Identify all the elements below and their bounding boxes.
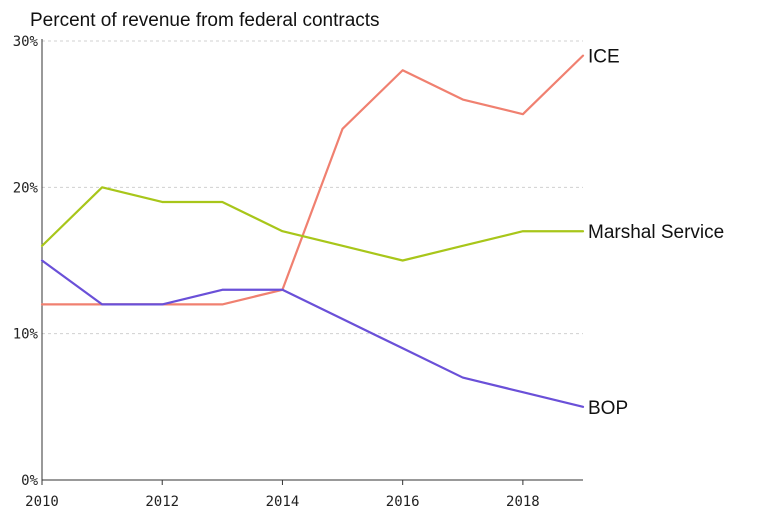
gridlines: [42, 40, 583, 335]
y-tick-label: 10%: [13, 327, 39, 343]
series-labels: ICE Marshal Service BOP: [588, 47, 724, 419]
chart-title: Percent of revenue from federal contract…: [30, 10, 380, 31]
y-tick-label: 20%: [13, 180, 39, 196]
x-tick-label: 2018: [506, 494, 540, 510]
series-lines: [40, 54, 585, 408]
x-tick-label: 2014: [266, 494, 300, 510]
x-tick-label: 2012: [145, 494, 179, 510]
y-tick-label: 30%: [13, 34, 39, 50]
series-label-ice: ICE: [588, 47, 620, 68]
series-line-ice: [40, 54, 585, 306]
series-label-bop: BOP: [588, 398, 628, 419]
x-tick-label: 2016: [386, 494, 420, 510]
y-tick-label: 0%: [21, 473, 38, 489]
series-line-bop: [40, 259, 585, 408]
series-line-marshal-service: [40, 186, 585, 262]
axes: 0% 10% 20% 30% 2010 2012 2014 2016 2018: [13, 34, 583, 510]
x-tick-label: 2010: [25, 494, 59, 510]
series-label-marshal-service: Marshal Service: [588, 222, 724, 243]
